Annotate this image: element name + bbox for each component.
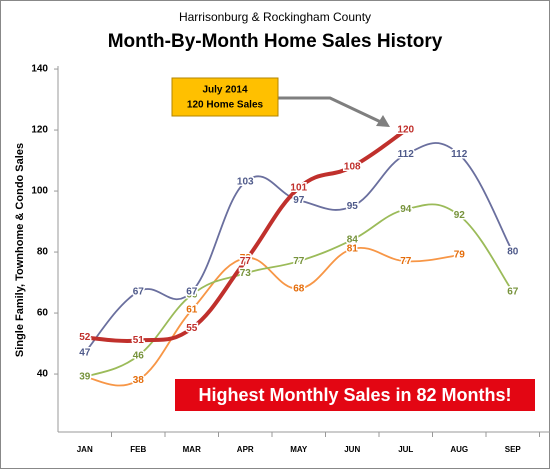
data-label: 51 xyxy=(133,335,145,346)
data-label: 52 xyxy=(79,332,91,343)
chart-title: Month-By-Month Home Sales History xyxy=(108,31,443,52)
data-label: 47 xyxy=(79,347,91,358)
data-label: 108 xyxy=(344,161,361,172)
data-label: 92 xyxy=(454,210,466,221)
data-label: 103 xyxy=(237,177,254,188)
y-axis-label: Single Family, Townhome & Condo Sales xyxy=(14,143,26,357)
data-label: 94 xyxy=(400,204,412,215)
data-label: 67 xyxy=(507,286,519,297)
data-label: 95 xyxy=(347,201,359,212)
data-label: 81 xyxy=(347,244,359,255)
x-tick-label: JUL xyxy=(398,445,413,454)
y-tick-label: 80 xyxy=(37,247,49,258)
data-label: 80 xyxy=(507,247,519,258)
data-label: 66 xyxy=(186,289,198,300)
data-label: 67 xyxy=(186,286,198,297)
data-label: 46 xyxy=(133,350,145,361)
data-label: 77 xyxy=(293,256,305,267)
data-label: 112 xyxy=(451,149,468,160)
data-label: 101 xyxy=(290,183,307,194)
series-line xyxy=(84,203,514,378)
callout-arrowhead xyxy=(376,115,390,127)
data-label: 77 xyxy=(400,256,412,267)
x-tick-label: MAY xyxy=(290,445,308,454)
data-label: 61 xyxy=(186,305,198,316)
data-label: 39 xyxy=(79,372,91,383)
banner-text: Highest Monthly Sales in 82 Months! xyxy=(198,385,511,405)
data-label: 84 xyxy=(347,234,359,245)
x-tick-label: APR xyxy=(237,445,254,454)
x-tick-label: SEP xyxy=(505,445,522,454)
y-tick-label: 60 xyxy=(37,308,49,319)
data-label: 39 xyxy=(79,372,91,383)
banner xyxy=(175,379,535,411)
y-tick-label: 100 xyxy=(31,186,48,197)
data-label: 73 xyxy=(240,268,252,279)
x-tick-label: AUG xyxy=(450,445,468,454)
series-line xyxy=(84,128,407,343)
x-tick-label: JAN xyxy=(77,445,93,454)
chart-subtitle: Harrisonburg & Rockingham County xyxy=(179,10,371,24)
data-label: 68 xyxy=(293,283,305,294)
data-label: 79 xyxy=(454,250,466,261)
callout-arrow xyxy=(278,96,386,126)
callout-text: July 2014 xyxy=(202,85,247,96)
y-tick-label: 40 xyxy=(37,369,49,380)
data-label: 120 xyxy=(397,125,414,136)
data-label: 38 xyxy=(133,375,145,386)
data-label: 97 xyxy=(293,195,305,206)
y-tick-label: 120 xyxy=(31,125,48,136)
x-tick-label: JUN xyxy=(344,445,360,454)
data-label: 55 xyxy=(186,323,198,334)
x-tick-label: MAR xyxy=(183,445,201,454)
data-label: 77 xyxy=(240,256,252,267)
series-line xyxy=(84,142,514,354)
data-label: 78 xyxy=(240,253,252,264)
data-label: 112 xyxy=(398,149,415,160)
callout-text: 120 Home Sales xyxy=(187,100,264,111)
data-label: 67 xyxy=(133,286,145,297)
y-tick-label: 140 xyxy=(31,64,48,75)
x-tick-label: FEB xyxy=(130,445,146,454)
callout-box xyxy=(171,77,279,117)
